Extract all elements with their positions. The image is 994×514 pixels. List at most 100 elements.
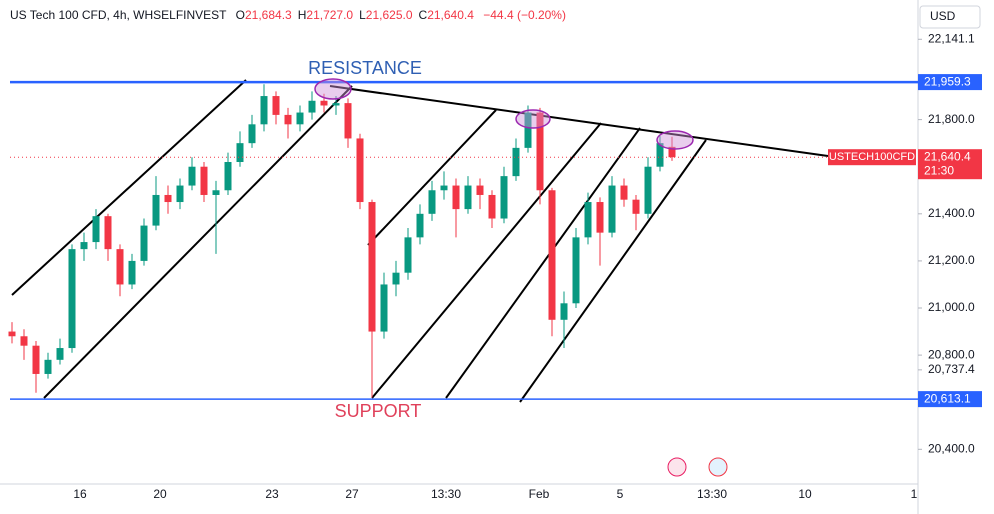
candle-body: [632, 199, 640, 214]
candle-body: [476, 185, 484, 195]
level-price-label: 21,959.3: [924, 74, 971, 88]
candle-body: [140, 225, 148, 261]
header: US Tech 100 CFD, 4h, WHSELFINVEST O21,68…: [10, 8, 566, 22]
candle-body: [212, 190, 220, 195]
candle-body: [560, 303, 568, 320]
candle-body: [164, 194, 172, 203]
y-tick-label: 20,800.0: [928, 347, 975, 361]
event-icon[interactable]: [667, 457, 687, 477]
y-tick-label: 22,141.1: [928, 31, 975, 45]
y-tick-label: 21,400.0: [928, 206, 975, 220]
candle-body: [20, 336, 28, 346]
candle-body: [152, 194, 160, 226]
symbol-title: US Tech 100 CFD, 4h, WHSELFINVEST: [10, 8, 227, 22]
candle-body: [104, 216, 112, 250]
candle-body: [452, 185, 460, 210]
candle-body: [260, 96, 268, 125]
ohlc-value: 21,684.3: [245, 8, 292, 22]
candle-body: [68, 249, 76, 349]
candle-body: [200, 166, 208, 195]
candle-body: [356, 138, 364, 203]
currency-button[interactable]: [919, 5, 981, 29]
countdown-label: 21:30: [924, 163, 954, 177]
candle-body: [584, 202, 592, 238]
candle-body: [488, 194, 496, 219]
ohlc-key: C: [418, 8, 428, 22]
candle-body: [320, 100, 328, 106]
candle-body: [44, 359, 52, 374]
candle-body: [380, 284, 388, 332]
y-tick-label: 21,000.0: [928, 300, 975, 314]
x-tick-label: 5: [617, 487, 624, 501]
last-price-box: [918, 149, 982, 180]
last-price-label: 21,640.4: [924, 149, 971, 163]
candle-body: [404, 237, 412, 273]
channel-line: [519, 139, 707, 403]
candle-body: [644, 166, 652, 214]
candle-body: [464, 185, 472, 210]
highlight-ellipse: [656, 130, 694, 150]
ohlc-key: L: [359, 8, 366, 22]
candle-body: [332, 103, 340, 106]
candle-body: [92, 216, 100, 243]
level-price-label: 20,613.1: [924, 391, 971, 405]
candle-body: [368, 202, 376, 332]
highlight-ellipse: [314, 78, 352, 100]
x-tick-label: 1: [911, 487, 918, 501]
candle-body: [572, 237, 580, 304]
candle-body: [272, 96, 280, 115]
y-tick-label: 20,737.4: [928, 362, 975, 376]
candle-body: [128, 260, 136, 285]
candle-body: [116, 249, 124, 285]
channel-line: [445, 127, 641, 399]
candle-body: [344, 103, 352, 139]
candle-body: [416, 213, 424, 238]
channel-line: [367, 109, 497, 246]
highlight-ellipse: [515, 109, 551, 129]
ohlc-key: O: [235, 8, 245, 22]
x-tick-label: 13:30: [697, 487, 727, 501]
candle-body: [236, 143, 244, 163]
candle-body: [392, 272, 400, 285]
ohlc-key: H: [297, 8, 307, 22]
x-tick-label: 27: [345, 487, 359, 501]
candle-body: [428, 190, 436, 214]
y-tick-label: 20,400.0: [928, 441, 975, 455]
candle-body: [248, 124, 256, 144]
event-icon[interactable]: [708, 457, 728, 477]
candle-body: [80, 242, 88, 250]
level-price-box: [918, 74, 982, 91]
candle-body: [548, 190, 556, 320]
candle-body: [296, 112, 304, 125]
x-tick-label: 16: [73, 487, 87, 501]
channel-line: [11, 79, 247, 296]
support-label: SUPPORT: [335, 401, 422, 421]
x-tick-label: 10: [798, 487, 812, 501]
candle-body: [512, 147, 520, 177]
trend-line: [329, 85, 829, 157]
candle-body: [656, 143, 664, 167]
candle-body: [620, 185, 628, 200]
candle-body: [308, 100, 316, 113]
channel-line: [371, 122, 602, 399]
candle-body: [596, 202, 604, 233]
candle-body: [32, 345, 40, 374]
channel-line: [43, 85, 353, 399]
ohlc-value: 21,625.0: [365, 8, 413, 22]
ohlc-value: 21,727.0: [306, 8, 354, 22]
level-price-box: [918, 391, 982, 408]
candle-body: [8, 331, 16, 337]
currency: USD: [930, 9, 956, 23]
candle-body: [500, 176, 508, 219]
symbol-label: USTECH100CFD: [829, 151, 915, 163]
candle-body: [188, 166, 196, 186]
x-tick-label: 13:30: [431, 487, 461, 501]
candle-body: [224, 162, 232, 191]
candle-body: [536, 112, 544, 191]
symbol-box: [828, 149, 916, 166]
resistance-label: RESISTANCE: [308, 58, 422, 78]
candle-body: [176, 185, 184, 203]
